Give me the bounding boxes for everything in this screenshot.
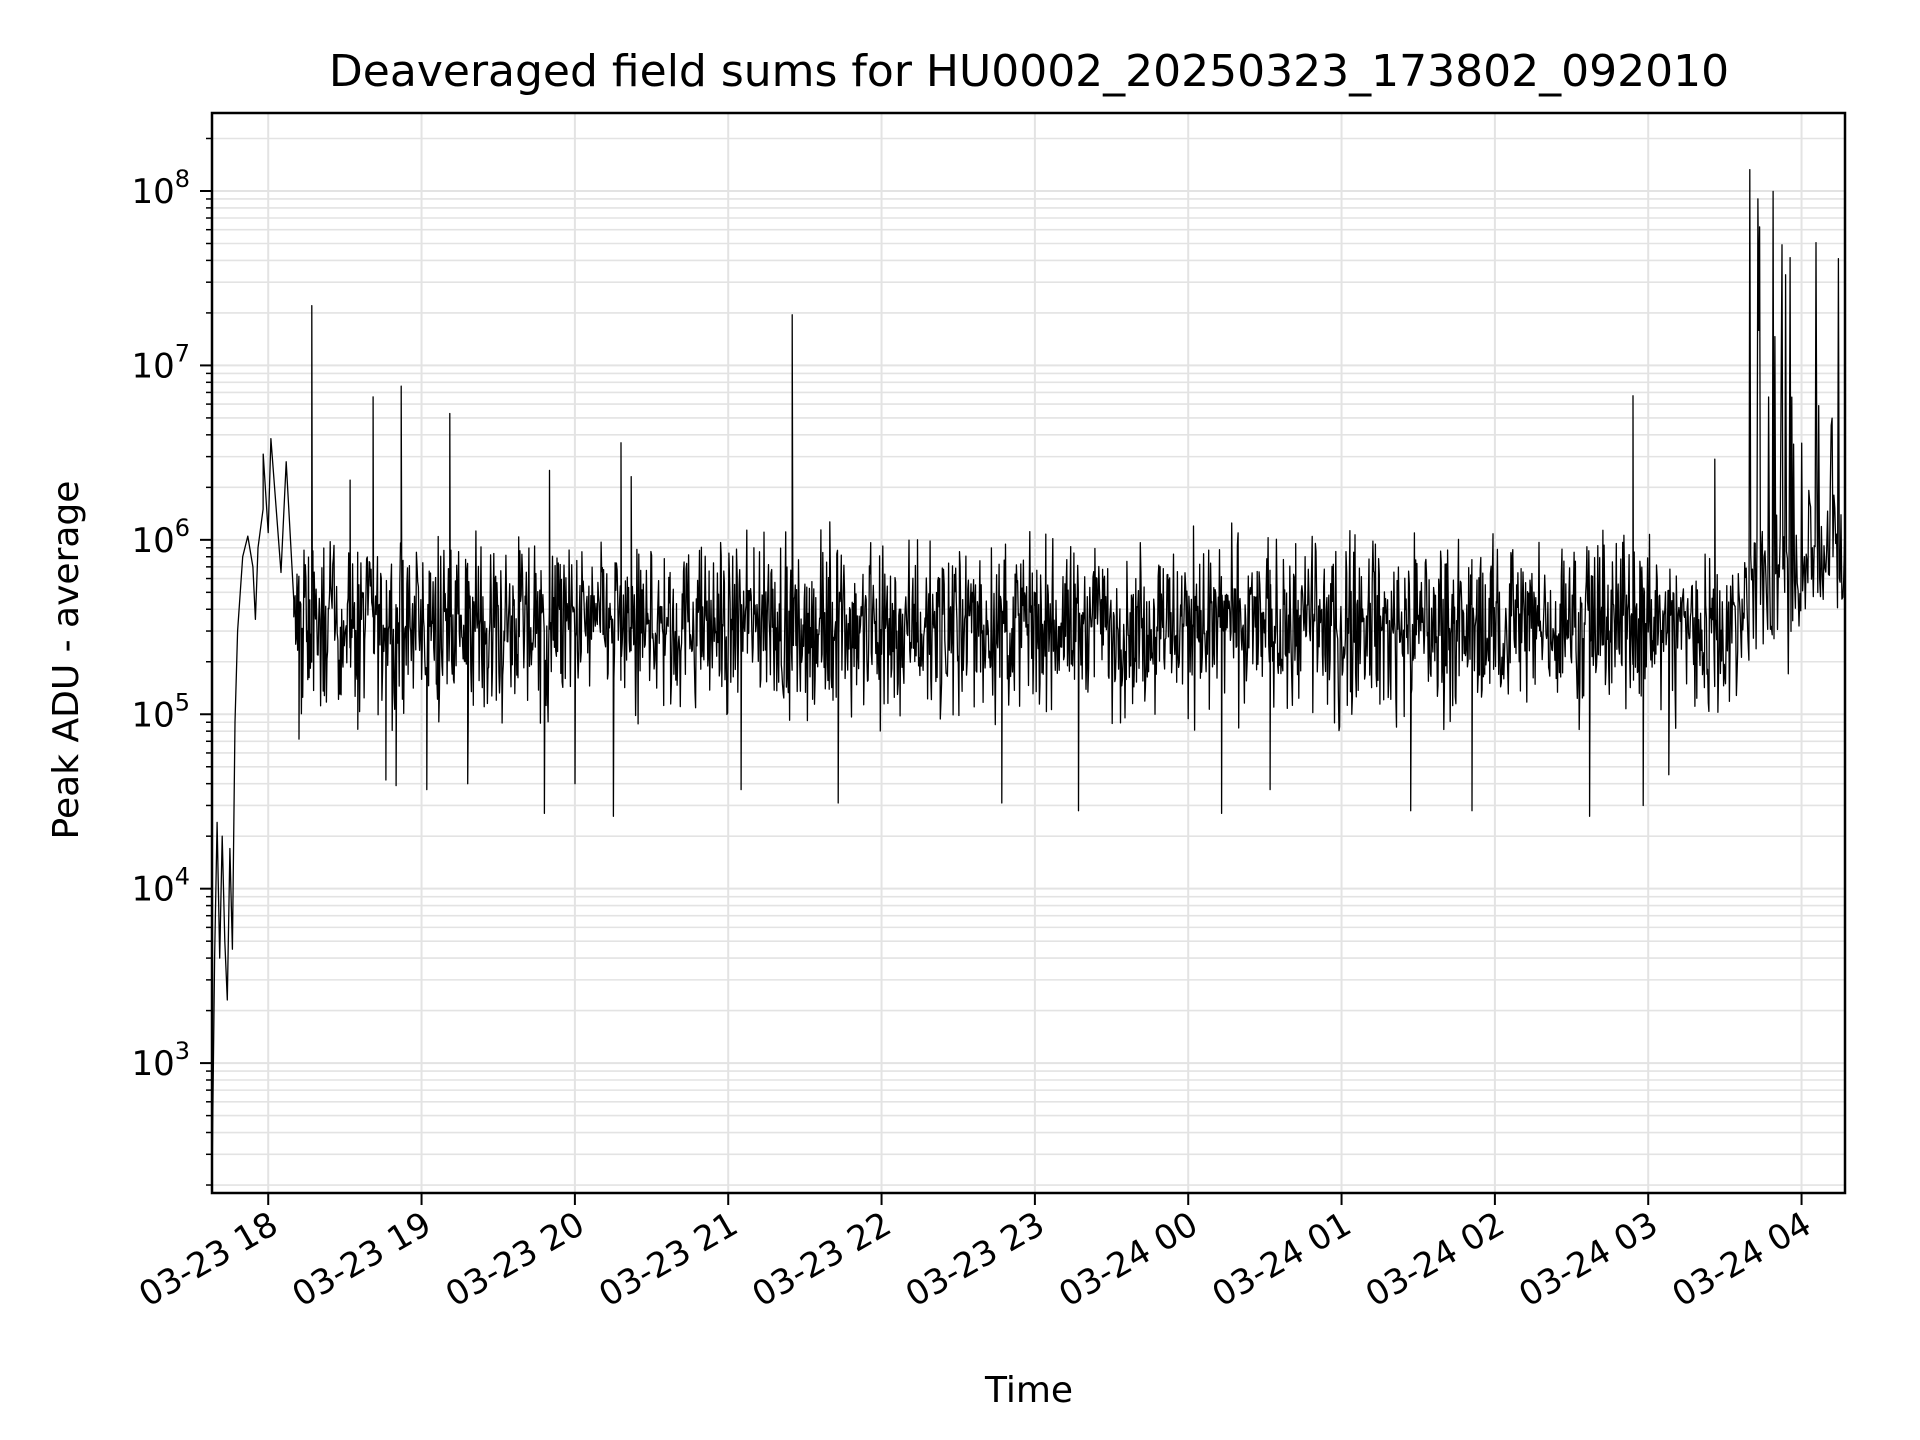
y-tick-label: 105 <box>131 688 190 735</box>
series-line <box>211 168 1846 1186</box>
chart-title: Deaveraged field sums for HU0002_2025032… <box>329 46 1729 97</box>
y-tick-label: 108 <box>131 165 190 212</box>
y-tick-label: 106 <box>131 514 190 561</box>
x-axis-label: Time <box>984 1370 1073 1411</box>
y-tick-label: 104 <box>131 863 190 910</box>
axes-frame <box>210 111 1847 1195</box>
plot-area <box>211 168 1846 1186</box>
y-tick-label: 107 <box>131 339 190 386</box>
y-axis-label: Peak ADU - average <box>46 481 87 840</box>
y-tick-label: 103 <box>131 1037 190 1084</box>
grid <box>212 113 1845 1193</box>
y-axis: 103 104 105 106 107 108 <box>131 137 212 1186</box>
